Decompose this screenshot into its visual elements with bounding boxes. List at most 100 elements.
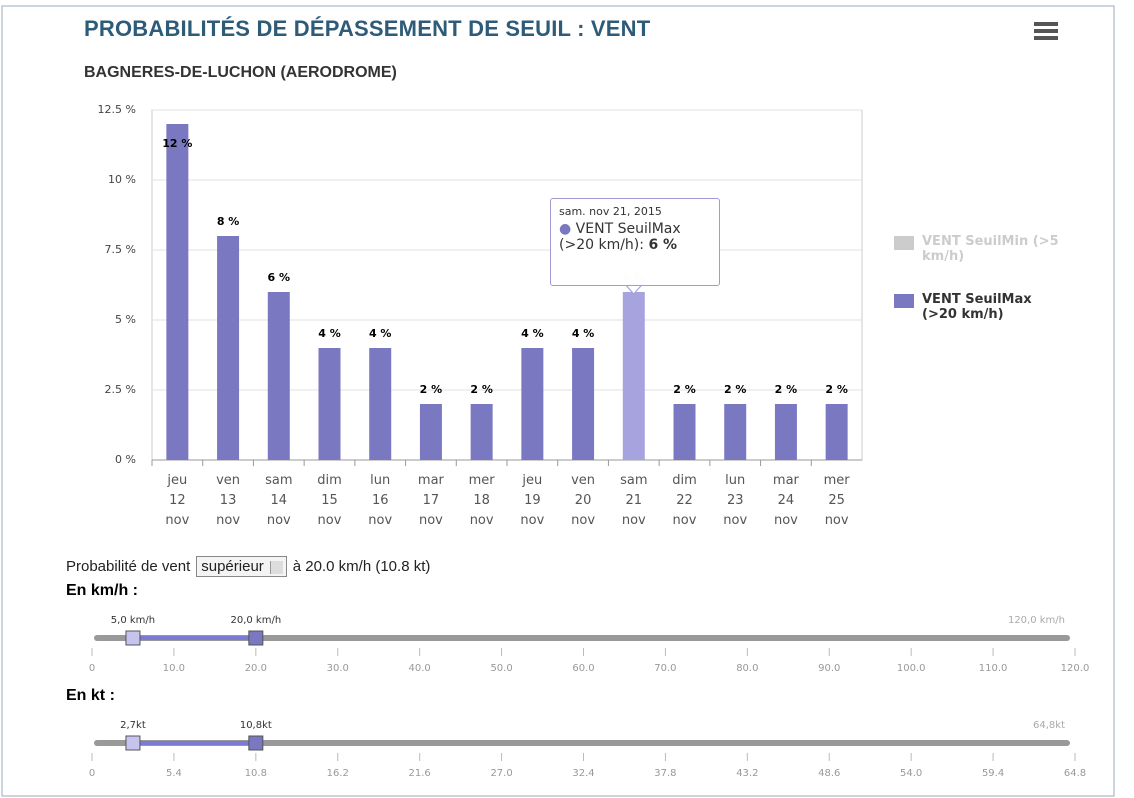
x-tick-line: 18	[473, 493, 490, 508]
data-label: 6 %	[268, 271, 291, 284]
x-tick-line: nov	[368, 513, 392, 528]
data-label: 2 %	[724, 383, 747, 396]
data-label: 2 %	[775, 383, 798, 396]
bar	[774, 404, 797, 460]
controls: Probabilité de vent supérieur à 20.0 km/…	[66, 556, 430, 577]
slider-tick-label: 120.0	[1061, 663, 1090, 674]
slider-max-label: 64,8kt	[1033, 720, 1065, 731]
bar	[724, 404, 747, 460]
handle-label: 20,0 km/h	[230, 615, 281, 626]
data-label: 2 %	[420, 383, 443, 396]
slider-tick-label: 0	[89, 663, 95, 674]
x-tick-line: sam	[620, 473, 647, 488]
slider-handle[interactable]	[125, 735, 141, 751]
bar	[267, 292, 290, 460]
bar	[369, 348, 392, 460]
bar	[521, 348, 544, 460]
legend-item: VENT SeuilMin (>5 km/h)	[894, 234, 1069, 264]
x-tick-line: lun	[370, 473, 390, 488]
data-label: 2 %	[825, 383, 848, 396]
x-tick-line: 15	[321, 493, 338, 508]
data-label: 4 %	[572, 327, 595, 340]
x-tick-label: lun 23 nov	[723, 473, 747, 528]
handle-label: 5,0 km/h	[111, 615, 155, 626]
legend-label[interactable]: VENT SeuilMax (>20 km/h)	[922, 292, 1032, 322]
x-tick-line: mer	[824, 473, 851, 488]
x-tick-line: nov	[419, 513, 443, 528]
slider-tick-label: 16.2	[327, 768, 349, 779]
control-suffix: à 20.0 km/h (10.8 kt)	[292, 558, 431, 575]
bar	[622, 292, 645, 460]
tooltip-row: ● VENT SeuilMax (>20 km/h): 6 %	[559, 221, 681, 253]
x-tick-line: nov	[318, 513, 342, 528]
slider-tick-label: 0	[89, 768, 95, 779]
x-tick-line: dim	[317, 473, 342, 488]
x-tick-line: 24	[778, 493, 795, 508]
slider-tick-label: 110.0	[979, 663, 1008, 674]
slider-tick-label: 80.0	[736, 663, 758, 674]
slider-title: En kt :	[66, 687, 115, 704]
x-tick-line: sam	[265, 473, 292, 488]
legend-swatch[interactable]	[894, 236, 914, 250]
x-tick-line: ven	[571, 473, 595, 488]
x-tick-line: 25	[828, 493, 845, 508]
x-tick-label: mer 25 nov	[824, 473, 851, 528]
slider-tick-label: 64.8	[1064, 768, 1086, 779]
slider-tick-label: 54.0	[900, 768, 922, 779]
slider-tick-label: 60.0	[572, 663, 594, 674]
data-label: 4 %	[318, 327, 341, 340]
slider-tick-label: 30.0	[327, 663, 349, 674]
menu-icon[interactable]	[1034, 22, 1058, 40]
handle-label: 2,7kt	[120, 720, 146, 731]
tooltip-header: sam. nov 21, 2015	[559, 205, 662, 218]
slider-handle[interactable]	[248, 630, 264, 646]
slider-tick-label: 70.0	[654, 663, 676, 674]
bar	[419, 404, 442, 460]
bar	[673, 404, 696, 460]
legend-swatch[interactable]	[894, 294, 914, 308]
x-tick-label: lun 16 nov	[368, 473, 392, 528]
slider-tick-label: 10.0	[163, 663, 185, 674]
data-label: 12 %	[162, 137, 192, 150]
x-tick-label: ven 13 nov	[216, 473, 240, 528]
x-tick-line: 23	[727, 493, 744, 508]
select[interactable]: supérieur	[196, 556, 287, 577]
y-tick-label: 2.5 %	[105, 383, 136, 396]
x-tick-line: nov	[825, 513, 849, 528]
slider-tick-label: 21.6	[409, 768, 431, 779]
legend-label[interactable]: VENT SeuilMin (>5 km/h)	[922, 234, 1059, 264]
x-tick-line: 19	[524, 493, 541, 508]
x-tick-label: dim 22 nov	[672, 473, 697, 528]
slider-tick-label: 10.8	[245, 768, 267, 779]
x-tick-label: sam 21 nov	[620, 473, 647, 528]
bar	[318, 348, 341, 460]
slider-tick-label: 20.0	[245, 663, 267, 674]
x-tick-line: 16	[372, 493, 389, 508]
y-tick-label: 0 %	[115, 453, 136, 466]
slider-tick-label: 48.6	[818, 768, 840, 779]
x-tick-line: nov	[470, 513, 494, 528]
bar	[217, 236, 240, 460]
y-tick-label: 12.5 %	[98, 103, 136, 116]
x-tick-line: 17	[423, 493, 440, 508]
slider-handle[interactable]	[248, 735, 264, 751]
x-tick-label: mer 18 nov	[469, 473, 496, 528]
slider-tick-label: 43.2	[736, 768, 758, 779]
slider-tick-label: 90.0	[818, 663, 840, 674]
x-tick-line: ven	[216, 473, 240, 488]
x-tick-line: 22	[676, 493, 693, 508]
tooltip-value: 6 %	[648, 237, 678, 253]
x-tick-line: nov	[267, 513, 291, 528]
x-tick-line: 12	[169, 493, 186, 508]
x-tick-line: nov	[571, 513, 595, 528]
frame	[1, 5, 1115, 797]
x-tick-line: nov	[165, 513, 189, 528]
x-tick-label: ven 20 nov	[571, 473, 595, 528]
slider-handle[interactable]	[125, 630, 141, 646]
x-tick-label: mar 24 nov	[773, 473, 800, 528]
x-tick-label: mar 17 nov	[418, 473, 445, 528]
y-tick-label: 10 %	[108, 173, 136, 186]
slider-tick-label: 37.8	[654, 768, 676, 779]
